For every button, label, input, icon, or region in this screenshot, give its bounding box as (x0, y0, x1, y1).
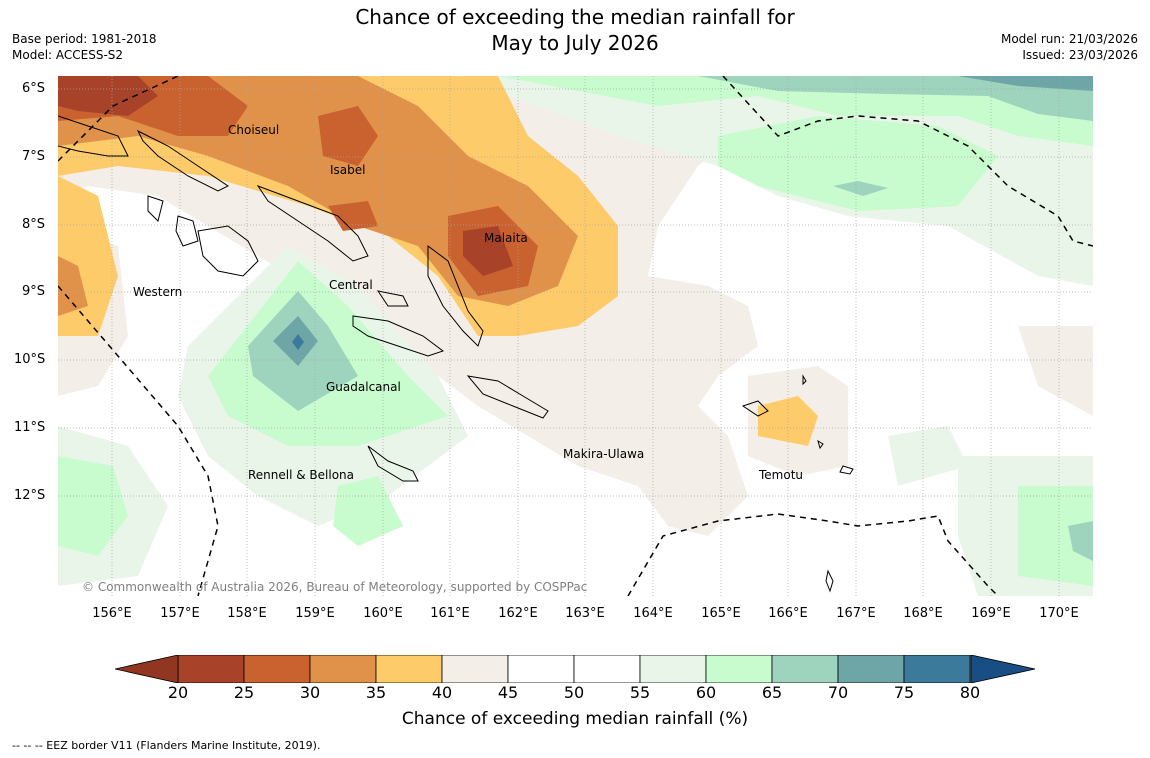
colorbar-tick: 55 (629, 683, 651, 702)
region-western: Western (133, 285, 183, 299)
lat-label-12s: 12°S (14, 488, 46, 503)
colorbar-segment (243, 655, 311, 683)
colorbar-tick: 65 (761, 683, 783, 702)
colorbar (115, 655, 1036, 683)
colorbar-segments (177, 655, 971, 683)
colorbar-tick: 25 (233, 683, 255, 702)
colorbar-segment (507, 655, 575, 683)
region-choiseul: Choiseul (228, 123, 280, 137)
colorbar-segment (441, 655, 509, 683)
colorbar-tick: 70 (827, 683, 849, 702)
region-makira-ulawa: Makira-Ulawa (563, 447, 645, 461)
model-run: Model run: 21/03/2026 (1000, 32, 1138, 46)
lat-label-7s: 7°S (22, 149, 46, 164)
colorbar-tick: 50 (563, 683, 585, 702)
region-guadalcanal: Guadalcanal (326, 380, 401, 394)
colorbar-title: Chance of exceeding median rainfall (%) (401, 709, 749, 729)
lon-label-163e: 163°E (565, 606, 605, 621)
map-title: Chance of exceeding the median rainfall … (0, 4, 1150, 56)
colorbar-tick: 75 (893, 683, 915, 702)
colorbar-segment (837, 655, 905, 683)
eez-border (58, 76, 1093, 596)
lon-label-166e: 166°E (768, 606, 808, 621)
meta-left: Base period: 1981-2018 Model: ACCESS-S2 (12, 31, 157, 63)
lat-label-11s: 11°S (14, 420, 46, 435)
colorbar-tick: 40 (431, 683, 453, 702)
colorbar-tick: 35 (365, 683, 387, 702)
base-period: Base period: 1981-2018 (12, 32, 157, 46)
colorbar-over-arrow (970, 655, 1036, 683)
rainfall-map (58, 76, 1093, 596)
region-central: Central (329, 278, 373, 292)
region-temotu: Temotu (759, 468, 804, 482)
colorbar-segment (639, 655, 707, 683)
colorbar-segment (309, 655, 377, 683)
contour-75-80 (292, 334, 304, 350)
model-name: Model: ACCESS-S2 (12, 48, 124, 62)
coastlines (58, 115, 854, 593)
colorbar-tick: 45 (497, 683, 519, 702)
lon-label-164e: 164°E (633, 606, 673, 621)
colorbar-tick: 30 (299, 683, 321, 702)
eez-footnote: -- -- -- EEZ border V11 (Flanders Marine… (12, 739, 321, 752)
colorbar-segment (177, 655, 245, 683)
lon-label-169e: 169°E (971, 606, 1011, 621)
colorbar-tick: 20 (167, 683, 189, 702)
lon-label-161e: 161°E (430, 606, 470, 621)
lon-label-160e: 160°E (363, 606, 403, 621)
lon-label-167e: 167°E (836, 606, 876, 621)
lon-label-156e: 156°E (92, 606, 132, 621)
issued-date: Issued: 23/03/2026 (1022, 48, 1138, 62)
lon-label-159e: 159°E (295, 606, 335, 621)
meta-right: Model run: 21/03/2026 Issued: 23/03/2026 (1001, 31, 1138, 63)
colorbar-tick: 80 (959, 683, 981, 702)
lon-label-170e: 170°E (1039, 606, 1079, 621)
colorbar-segment (903, 655, 971, 683)
colorbar-segment (705, 655, 773, 683)
title-line-2: May to July 2026 (491, 31, 659, 55)
colorbar-segment (573, 655, 641, 683)
lon-label-158e: 158°E (227, 606, 267, 621)
lon-label-162e: 162°E (498, 606, 538, 621)
copyright-notice: © Commonwealth of Australia 2026, Bureau… (82, 580, 588, 594)
contour-20-25 (58, 76, 513, 276)
lat-label-9s: 9°S (22, 284, 46, 299)
lat-label-6s: 6°S (22, 81, 46, 96)
colorbar-tick: 60 (695, 683, 717, 702)
colorbar-segment (375, 655, 443, 683)
title-line-1: Chance of exceeding the median rainfall … (355, 5, 795, 29)
region-isabel: Isabel (330, 163, 366, 177)
region-malaita: Malaita (484, 231, 528, 245)
lat-label-8s: 8°S (22, 217, 46, 232)
region-rennell-bellona: Rennell & Bellona (248, 468, 355, 482)
lon-label-165e: 165°E (701, 606, 741, 621)
lat-label-10s: 10°S (14, 352, 46, 367)
lon-label-168e: 168°E (903, 606, 943, 621)
colorbar-segment (771, 655, 839, 683)
lon-label-157e: 157°E (160, 606, 200, 621)
colorbar-under-arrow (115, 655, 179, 683)
